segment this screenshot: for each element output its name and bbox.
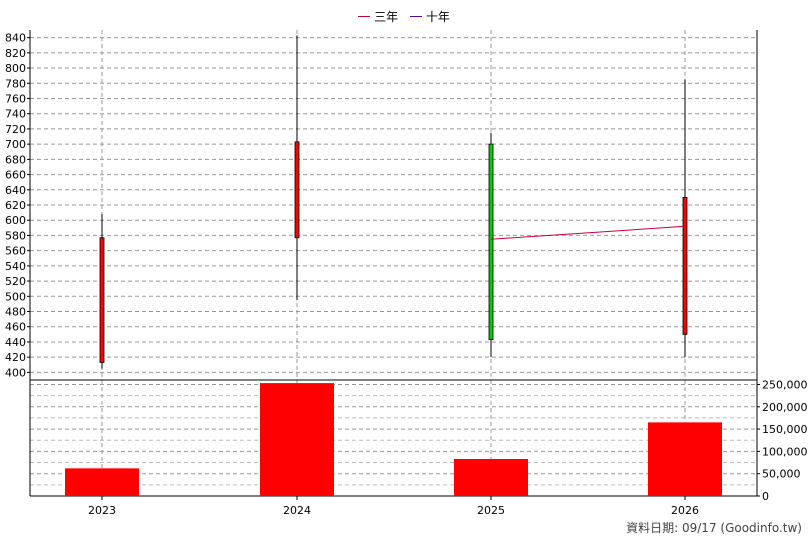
price-tick-label: 740: [5, 108, 26, 121]
price-tick-label: 520: [5, 275, 26, 288]
price-tick-label: 540: [5, 260, 26, 273]
x-tick-label: 2026: [671, 504, 699, 517]
candle-body: [488, 143, 494, 341]
price-tick-label: 780: [5, 77, 26, 90]
legend-swatch-3yr: [358, 16, 371, 17]
volume-tick-label: 0: [762, 490, 769, 503]
x-tick-label: 2025: [477, 504, 505, 517]
price-tick-label: 480: [5, 306, 26, 319]
volume-tick-label: 250,000: [762, 378, 808, 391]
volume-bar: [454, 458, 528, 496]
volume-bar: [65, 468, 139, 496]
volume-tick-label: 150,000: [762, 423, 808, 436]
price-tick-label: 560: [5, 245, 26, 258]
price-tick-label: 580: [5, 229, 26, 242]
price-tick-label: 720: [5, 123, 26, 136]
legend-item-10yr: 十年: [409, 8, 450, 25]
price-tick-label: 620: [5, 199, 26, 212]
volume-tick-label: 50,000: [762, 468, 801, 481]
price-tick-label: 700: [5, 138, 26, 151]
price-tick-label: 820: [5, 47, 26, 60]
volume-tick-label: 100,000: [762, 445, 808, 458]
volume-bar: [648, 422, 722, 496]
price-tick-label: 680: [5, 153, 26, 166]
price-tick-label: 500: [5, 290, 26, 303]
series-line: [490, 225, 686, 240]
x-tick-label: 2024: [283, 504, 311, 517]
legend-label-10yr: 十年: [425, 10, 450, 24]
volume-bar: [260, 383, 334, 496]
volume-tick-label: 200,000: [762, 401, 808, 414]
price-tick-label: 760: [5, 92, 26, 105]
chart-legend: 三年 十年: [0, 6, 808, 25]
price-tick-label: 600: [5, 214, 26, 227]
price-tick-label: 640: [5, 184, 26, 197]
price-tick-label: 420: [5, 351, 26, 364]
legend-item-3yr: 三年: [358, 8, 398, 25]
candle-body: [99, 237, 105, 363]
price-tick-label: 660: [5, 169, 26, 182]
x-tick-label: 2023: [88, 504, 116, 517]
price-tick-label: 440: [5, 336, 26, 349]
legend-label-3yr: 三年: [374, 10, 399, 24]
price-tick-label: 840: [5, 32, 26, 45]
data-date-footer: 資料日期: 09/17 (Goodinfo.tw): [626, 521, 802, 535]
candle-body: [294, 141, 300, 239]
price-tick-label: 800: [5, 62, 26, 75]
price-tick-label: 400: [5, 366, 26, 379]
price-tick-label: 460: [5, 321, 26, 334]
candle-body: [682, 196, 688, 335]
legend-swatch-10yr: [409, 16, 422, 17]
